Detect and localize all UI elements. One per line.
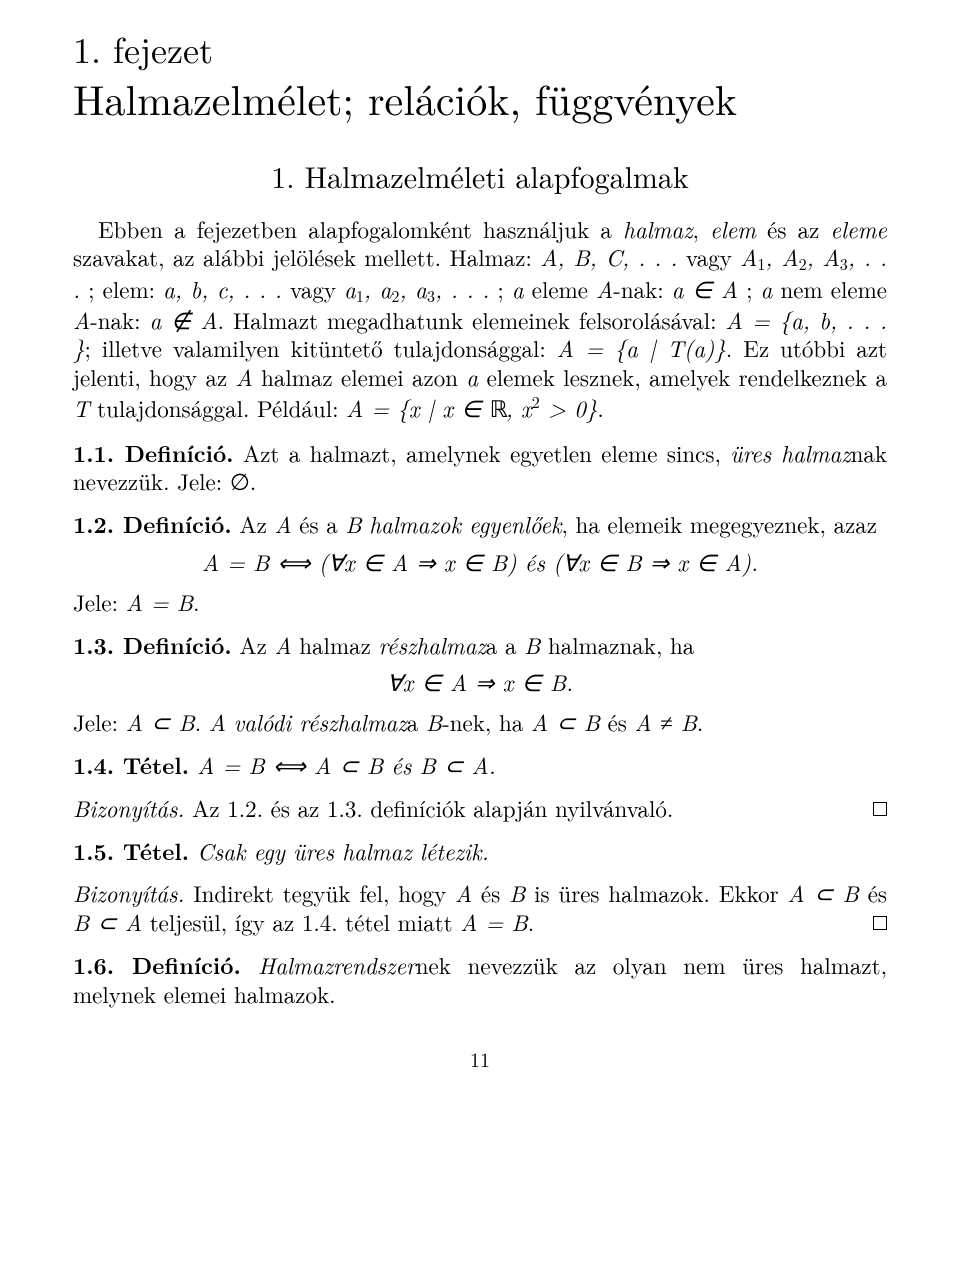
def-1-2-label: 1.2. Definíció. <box>73 507 232 540</box>
page: 1. fejezet Halmazelmélet; relációk, függ… <box>0 0 960 1113</box>
definition-1-3: 1.3. Definíció. Az A halmaz részhalmaza … <box>73 631 887 660</box>
def-1-3-notation: Jele: A ⊂ B. A valódi részhalmaza B-nek,… <box>73 708 887 737</box>
def-1-3-display: ∀x ∈ A ⇒ x ∈ B. <box>73 665 887 698</box>
proof-1-4-label: Bizonyítás. <box>73 794 184 823</box>
section-heading: Halmazelméleti alapfogalmak <box>305 154 689 197</box>
proof-1-4: Bizonyítás. Az 1.2. és az 1.3. definíció… <box>73 794 887 823</box>
definition-1-2: 1.2. Definíció. Az A és a B halmazok egy… <box>73 510 887 539</box>
section-number: 1. <box>271 154 294 197</box>
chapter-title: Halmazelmélet; relációk, függvények <box>73 75 887 123</box>
chapter-label: 1. fejezet <box>73 28 887 69</box>
qed-icon <box>873 802 887 816</box>
def-1-2-display: A = B ⟺ (∀x ∈ A ⇒ x ∈ B) és (∀x ∈ B ⇒ x … <box>73 545 887 578</box>
theorem-1-4: 1.4. Tétel. A = B ⟺ A ⊂ B és B ⊂ A. <box>73 751 887 780</box>
def-1-2-notation: Jele: A = B. <box>73 588 887 617</box>
definition-1-6: 1.6. Definíció. Halmazrendszernek nevezz… <box>73 951 887 1009</box>
theorem-1-5: 1.5. Tétel. Csak egy üres halmaz létezik… <box>73 837 887 866</box>
qed-icon <box>873 916 887 930</box>
def-1-3-label: 1.3. Definíció. <box>73 628 232 661</box>
definition-1-1: 1.1. Definíció. Azt a halmazt, amelynek … <box>73 439 887 497</box>
thm-1-4-label: 1.4. Tétel. <box>73 748 189 781</box>
page-number: 11 <box>73 1044 887 1073</box>
section-title: 1. Halmazelméleti alapfogalmak <box>73 154 887 197</box>
intro-paragraph: Ebben a fejezetben alapfogalomként haszn… <box>73 215 887 425</box>
proof-1-5: Bizonyítás. Indirekt tegyük fel, hogy A … <box>73 879 887 937</box>
thm-1-5-label: 1.5. Tétel. <box>73 834 189 867</box>
